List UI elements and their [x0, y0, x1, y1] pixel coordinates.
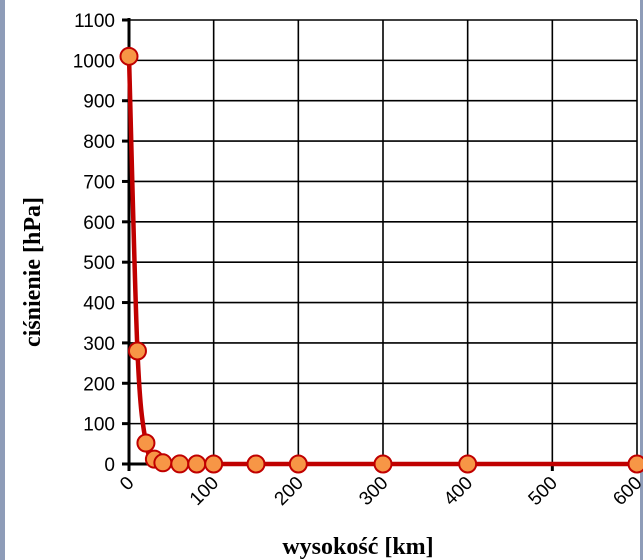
- y-tick-label: 600: [83, 213, 115, 234]
- data-point-marker: [119, 46, 139, 66]
- data-point-marker: [627, 454, 643, 474]
- data-point-marker: [170, 454, 190, 474]
- x-tick-label: 500: [525, 473, 562, 510]
- y-tick-label: 800: [83, 132, 115, 153]
- x-tick-label: 400: [440, 473, 477, 510]
- y-tick-label: 900: [83, 92, 115, 113]
- data-point-marker: [127, 341, 147, 361]
- y-tick-label: 1100: [74, 11, 115, 32]
- y-tick-label: 1000: [73, 51, 115, 72]
- y-tick-label: 200: [83, 374, 115, 395]
- x-tick-labels: 0 100 200 300 400 500 600: [116, 473, 643, 510]
- window-frame-right: [640, 0, 643, 560]
- axes: [122, 18, 639, 471]
- y-tick-label: 400: [83, 294, 115, 315]
- data-point-marker: [458, 454, 478, 474]
- y-axis-title: ciśnienie [hPa]: [20, 197, 46, 347]
- data-point-marker: [373, 454, 393, 474]
- data-point-marker: [136, 433, 156, 453]
- y-tick-label: 100: [83, 415, 115, 436]
- y-tick-label: 0: [104, 455, 115, 476]
- x-tick-label: 600: [609, 473, 643, 510]
- data-point-marker: [204, 454, 224, 474]
- x-tick-label: 0: [116, 473, 138, 495]
- x-axis-title: wysokość [km]: [282, 534, 433, 560]
- window-frame-left: [0, 0, 5, 560]
- data-point-marker: [187, 454, 207, 474]
- y-tick-label: 300: [83, 334, 115, 355]
- y-tick-labels: 0 100 200 300 400 500 600 700 800 900 1000 1100: [73, 11, 115, 476]
- data-point-marker: [246, 454, 266, 474]
- grid-lines: [129, 19, 638, 464]
- x-tick-label: 100: [186, 473, 223, 510]
- data-point-marker: [288, 454, 308, 474]
- x-tick-label: 200: [271, 473, 308, 510]
- y-tick-label: 500: [83, 253, 115, 274]
- y-tick-label: 700: [83, 172, 115, 193]
- data-point-marker: [153, 453, 173, 473]
- x-tick-label: 300: [355, 473, 392, 510]
- data-series: [119, 46, 643, 474]
